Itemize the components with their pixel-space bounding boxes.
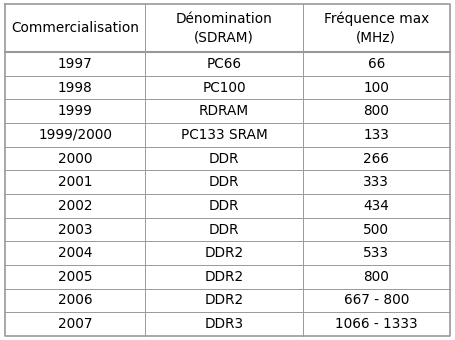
Text: Dénomination
(SDRAM): Dénomination (SDRAM) (176, 12, 273, 44)
Text: 1066 - 1333: 1066 - 1333 (335, 317, 418, 331)
Text: 667 - 800: 667 - 800 (344, 293, 409, 307)
Text: DDR3: DDR3 (205, 317, 244, 331)
Text: DDR2: DDR2 (205, 293, 244, 307)
Text: 333: 333 (364, 175, 389, 189)
Text: Commercialisation: Commercialisation (11, 21, 139, 35)
Text: 2000: 2000 (58, 152, 93, 166)
Text: DDR: DDR (209, 175, 239, 189)
Text: 2002: 2002 (58, 199, 93, 213)
Text: DDR2: DDR2 (205, 246, 244, 260)
Text: 133: 133 (364, 128, 389, 142)
Text: 1999: 1999 (58, 104, 93, 118)
Text: 66: 66 (368, 57, 385, 71)
Text: Fréquence max
(MHz): Fréquence max (MHz) (324, 12, 429, 44)
Text: 266: 266 (364, 152, 389, 166)
Text: 2006: 2006 (58, 293, 93, 307)
Text: 100: 100 (364, 81, 389, 95)
Text: 500: 500 (363, 222, 389, 237)
Text: 1998: 1998 (58, 81, 93, 95)
Text: 1999/2000: 1999/2000 (38, 128, 112, 142)
Text: 800: 800 (364, 104, 389, 118)
Text: 434: 434 (364, 199, 389, 213)
Text: PC133 SRAM: PC133 SRAM (181, 128, 268, 142)
Text: DDR: DDR (209, 222, 239, 237)
Text: 800: 800 (364, 270, 389, 284)
Text: PC100: PC100 (202, 81, 246, 95)
Text: RDRAM: RDRAM (199, 104, 249, 118)
Text: PC66: PC66 (207, 57, 242, 71)
Text: 2005: 2005 (58, 270, 93, 284)
Text: DDR: DDR (209, 199, 239, 213)
Text: DDR2: DDR2 (205, 270, 244, 284)
Text: 2004: 2004 (58, 246, 93, 260)
Text: 2007: 2007 (58, 317, 93, 331)
Text: 533: 533 (363, 246, 389, 260)
Text: DDR: DDR (209, 152, 239, 166)
Text: 1997: 1997 (58, 57, 93, 71)
Text: 2001: 2001 (58, 175, 93, 189)
Text: 2003: 2003 (58, 222, 93, 237)
